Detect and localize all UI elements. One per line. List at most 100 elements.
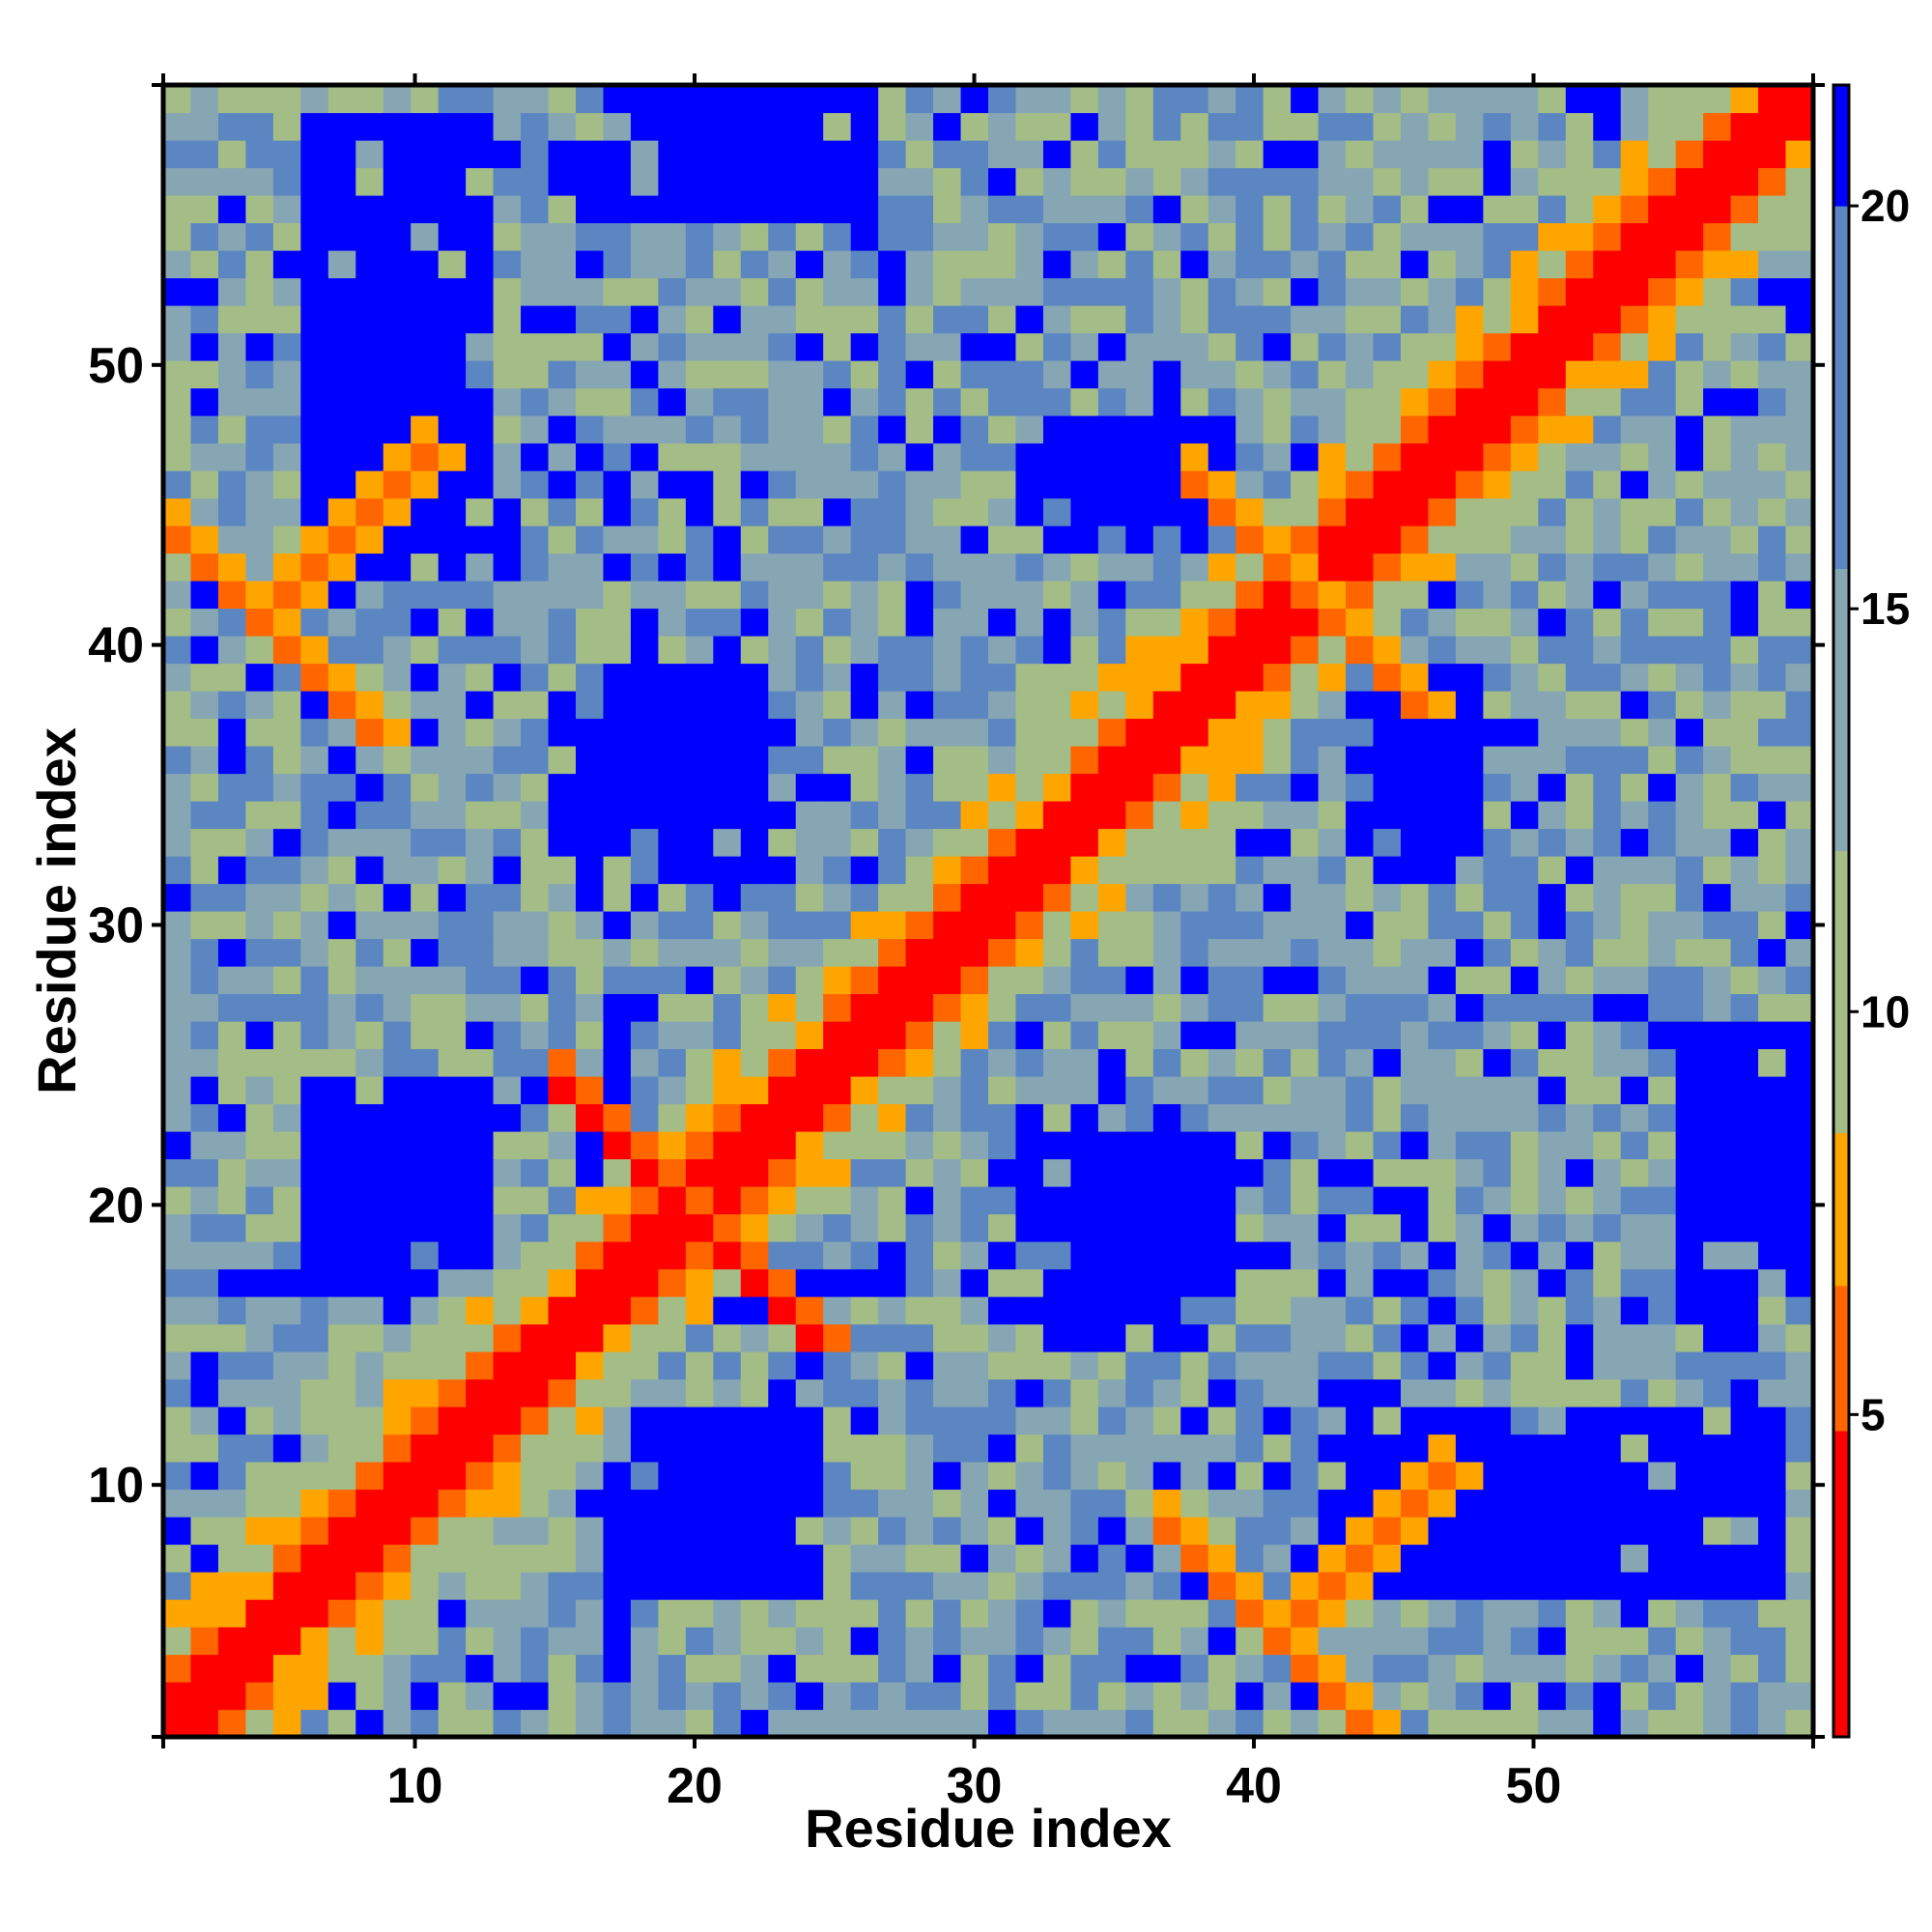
heatmap-cell — [1180, 387, 1209, 416]
heatmap-cell — [217, 140, 246, 169]
heatmap-cell — [1042, 195, 1071, 224]
heatmap-cell — [300, 553, 329, 582]
heatmap-cell — [466, 140, 495, 169]
heatmap-cell — [1675, 1489, 1704, 1518]
heatmap-cell — [713, 1406, 742, 1435]
heatmap-cell — [658, 1599, 687, 1628]
heatmap-cell — [1401, 581, 1430, 610]
heatmap-cell — [795, 140, 824, 169]
heatmap-cell — [960, 140, 989, 169]
heatmap-cell — [988, 993, 1017, 1022]
heatmap-cell — [1015, 856, 1044, 885]
heatmap-cell — [272, 1406, 301, 1435]
heatmap-cell — [630, 1241, 659, 1270]
heatmap-cell — [327, 1323, 356, 1352]
heatmap-cell — [190, 938, 219, 967]
heatmap-cell — [933, 1599, 962, 1628]
heatmap-cell — [1758, 1709, 1787, 1738]
heatmap-cell — [1730, 636, 1759, 665]
heatmap-cell — [685, 1378, 714, 1407]
heatmap-cell — [630, 1296, 659, 1325]
heatmap-cell — [1483, 85, 1512, 114]
heatmap-cell — [1538, 938, 1567, 967]
heatmap-cell — [1620, 718, 1649, 747]
heatmap-cell — [1152, 856, 1181, 885]
heatmap-cell — [1070, 1186, 1099, 1215]
heatmap-cell — [1042, 1406, 1071, 1435]
heatmap-cell — [163, 1296, 192, 1325]
heatmap-cell — [933, 1709, 962, 1738]
heatmap-cell — [190, 305, 219, 334]
heatmap-cell — [1620, 801, 1649, 830]
heatmap-cell — [355, 140, 384, 169]
heatmap-cell — [1125, 1434, 1154, 1463]
heatmap-cell — [190, 1296, 219, 1325]
heatmap-cell — [1703, 1021, 1732, 1050]
heatmap-cell — [1291, 801, 1320, 830]
heatmap-cell — [603, 332, 632, 361]
heatmap-cell — [768, 938, 797, 967]
heatmap-cell — [493, 1572, 522, 1601]
heatmap-cell — [1510, 167, 1539, 196]
heatmap-cell — [355, 387, 384, 416]
heatmap-cell — [630, 828, 659, 857]
heatmap-cell — [1455, 801, 1484, 830]
heatmap-cell — [521, 828, 550, 857]
heatmap-cell — [1455, 1434, 1484, 1463]
heatmap-cell — [1208, 1076, 1236, 1105]
heatmap-cell — [795, 1296, 824, 1325]
heatmap-cell — [685, 1021, 714, 1050]
heatmap-cell — [1703, 112, 1732, 141]
heatmap-cell — [1620, 112, 1649, 141]
heatmap-cell — [1703, 856, 1732, 885]
heatmap-cell — [1703, 663, 1732, 692]
heatmap-cell — [1263, 801, 1292, 830]
heatmap-cell — [1152, 636, 1181, 665]
heatmap-cell — [1291, 1296, 1320, 1325]
heatmap-cell — [1152, 250, 1181, 279]
heatmap-cell — [1208, 85, 1236, 114]
heatmap-cell — [988, 1186, 1017, 1215]
heatmap-cell — [1538, 442, 1567, 471]
heatmap-cell — [713, 442, 742, 471]
heatmap-cell — [1346, 1406, 1375, 1435]
heatmap-cell — [1291, 497, 1320, 526]
heatmap-cell — [245, 1186, 274, 1215]
heatmap-cell — [576, 1076, 605, 1105]
heatmap-cell — [905, 966, 934, 995]
heatmap-cell — [163, 553, 192, 582]
heatmap-cell — [1483, 1627, 1512, 1656]
heatmap-cell — [576, 1131, 605, 1160]
heatmap-cell — [163, 993, 192, 1022]
heatmap-cell — [988, 1682, 1017, 1711]
heatmap-cell — [1648, 1021, 1677, 1050]
heatmap-cell — [1042, 1627, 1071, 1656]
heatmap-cell — [300, 1048, 329, 1077]
heatmap-cell — [1565, 746, 1594, 775]
heatmap-cell — [1510, 497, 1539, 526]
heatmap-cell — [1263, 1434, 1292, 1463]
heatmap-cell — [1318, 250, 1347, 279]
heatmap-cell — [163, 581, 192, 610]
heatmap-cell — [713, 608, 742, 637]
heatmap-cell — [217, 1021, 246, 1050]
heatmap-cell — [630, 553, 659, 582]
heatmap-cell — [1236, 773, 1264, 802]
heatmap-cell — [878, 938, 907, 967]
heatmap-cell — [1042, 140, 1071, 169]
heatmap-cell — [355, 1627, 384, 1656]
heatmap-cell — [768, 1544, 797, 1573]
heatmap-cell — [1510, 1131, 1539, 1160]
heatmap-cell — [1263, 1076, 1292, 1105]
heatmap-cell — [411, 1572, 440, 1601]
x-tick-label: 40 — [1226, 1758, 1282, 1814]
heatmap-cell — [466, 1517, 495, 1546]
heatmap-cell — [850, 1351, 879, 1380]
heatmap-cell — [190, 1406, 219, 1435]
heatmap-cell — [1373, 691, 1402, 720]
heatmap-cell — [1758, 1186, 1787, 1215]
heatmap-cell — [658, 1186, 687, 1215]
heatmap-cell — [630, 250, 659, 279]
heatmap-cell — [1291, 387, 1320, 416]
